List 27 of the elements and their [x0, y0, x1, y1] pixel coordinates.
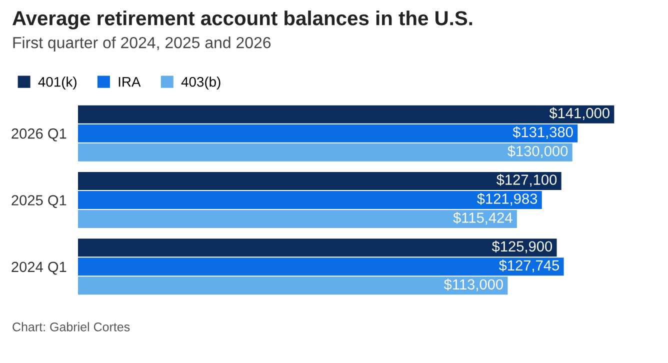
bar	[78, 191, 542, 209]
bar	[78, 276, 508, 295]
y-tick-label: 2025 Q1	[12, 195, 66, 208]
y-tick-label: 2024 Q1	[12, 262, 66, 275]
text: Chart: Gabriel Cortes	[12, 322, 130, 332]
data-label: $131,380	[512, 126, 573, 139]
chart-subtitle: First quarter of 2024, 2025 and 2026	[13, 36, 271, 52]
bar	[78, 172, 562, 190]
bar	[78, 124, 578, 142]
y-tick-label: 2026 Q1	[12, 128, 66, 142]
bar	[78, 238, 557, 257]
bar	[78, 105, 614, 124]
data-label: $127,100	[496, 174, 557, 187]
bar	[78, 143, 572, 162]
data-label: $130,000	[508, 145, 568, 158]
data-label: $121,983	[477, 192, 538, 206]
data-label: $115,424	[453, 212, 512, 225]
data-label: $113,000	[444, 278, 503, 292]
legend-label: 403(b)	[181, 76, 220, 90]
data-label: $127,745	[498, 260, 560, 272]
bar	[78, 258, 564, 276]
bar	[78, 210, 517, 228]
data-label: $125,900	[492, 240, 552, 254]
legend-label: 401(k)	[38, 76, 76, 90]
data-label: $141,000	[549, 107, 610, 120]
chart-title: Average retirement account balances in the U.S.	[12, 10, 472, 30]
legend-label: IRA	[118, 77, 141, 87]
